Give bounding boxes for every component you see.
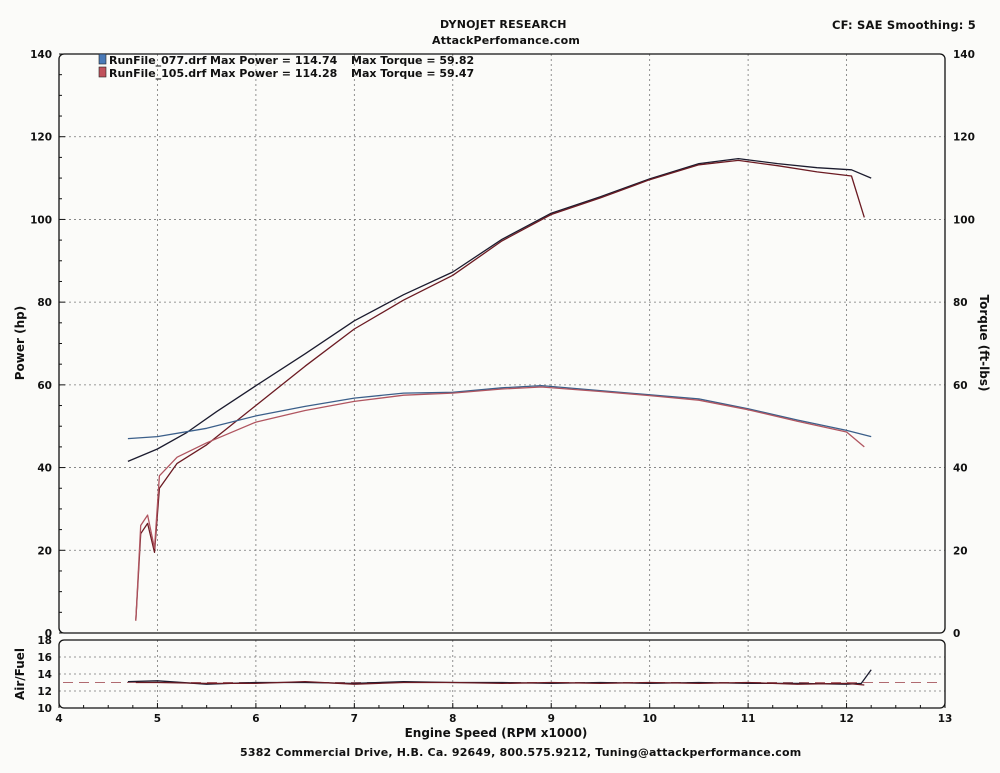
legend-swatch-run2 <box>98 66 107 78</box>
legend-swatch-run1 <box>98 53 107 65</box>
series-run2-air-fuel-line <box>135 680 865 686</box>
y2-tick-label: 100 <box>953 214 975 226</box>
x-tick-label: 12 <box>839 713 854 725</box>
y2-tick-label: 40 <box>953 463 968 475</box>
series-lines <box>63 157 941 686</box>
y-axis-label-air-fuel: Air/Fuel <box>13 648 27 700</box>
af-tick-label: 12 <box>37 686 52 698</box>
y-tick-label: 0 <box>45 628 52 640</box>
y-tick-label: 140 <box>30 49 52 61</box>
y-tick-label: 40 <box>37 463 52 475</box>
footer-address: 5382 Commercial Drive, H.B. Ca. 92649, 8… <box>240 746 802 759</box>
x-tick-label: 10 <box>642 713 657 725</box>
x-tick-label: 13 <box>938 713 953 725</box>
y-tick-label: 100 <box>30 214 52 226</box>
x-tick-label: 11 <box>741 713 756 725</box>
series-run1-torque-line <box>127 384 872 440</box>
legend-power-run1: Max Power = 114.74 <box>210 54 338 67</box>
y2-tick-label: 20 <box>953 545 968 557</box>
x-axis-label: Engine Speed (RPM x1000) <box>405 726 588 740</box>
x-tick-label: 7 <box>351 713 358 725</box>
air-fuel-plot-frame <box>58 639 946 709</box>
y2-tick-label: 0 <box>953 628 960 640</box>
axis-ticks: 0 20 40 60 80 100 120 140 0 20 40 60 80 100 120 140 10 12… <box>30 49 975 725</box>
x-tick-label: 6 <box>252 713 259 725</box>
website-title: AttackPerfomance.com <box>432 34 580 47</box>
y-axis-label-power: Power (hp) <box>13 306 27 380</box>
legend-file-run2: RunFile_105.drf <box>109 67 207 80</box>
y2-tick-label: 120 <box>953 132 975 144</box>
y2-tick-label: 60 <box>953 380 968 392</box>
af-tick-label: 14 <box>37 669 52 681</box>
y2-tick-label: 80 <box>953 297 968 309</box>
y-tick-label: 80 <box>37 297 52 309</box>
power-torque-plot-frame <box>58 53 946 634</box>
af-tick-label: 16 <box>37 652 52 664</box>
series-run1-power-line <box>127 157 872 462</box>
x-tick-label: 8 <box>449 713 456 725</box>
series-run2-torque-line <box>135 386 865 621</box>
x-tick-label: 5 <box>154 713 161 725</box>
series-run2-power-line <box>135 159 865 621</box>
legend-torque-run2: Max Torque = 59.47 <box>351 67 474 80</box>
legend-file-run1: RunFile_077.drf <box>109 54 207 67</box>
x-tick-label: 4 <box>55 713 62 725</box>
air-fuel-grid <box>59 640 945 708</box>
legend: RunFile_077.drf Max Power = 114.74 Max T… <box>98 53 474 80</box>
y2-tick-label: 140 <box>953 49 975 61</box>
correction-factor-info: CF: SAE Smoothing: 5 <box>831 18 976 32</box>
y-tick-label: 60 <box>37 380 52 392</box>
legend-power-run2: Max Power = 114.28 <box>210 67 337 80</box>
x-tick-label: 9 <box>548 713 555 725</box>
company-title: DYNOJET RESEARCH <box>440 18 567 31</box>
legend-torque-run1: Max Torque = 59.82 <box>351 54 474 67</box>
af-tick-label: 18 <box>37 635 52 647</box>
y-tick-label: 20 <box>37 545 52 557</box>
af-tick-label: 10 <box>37 703 52 715</box>
y-tick-label: 120 <box>30 132 52 144</box>
power-torque-grid <box>59 54 945 633</box>
y-axis-label-torque: Torque (ft-lbs) <box>977 295 991 392</box>
